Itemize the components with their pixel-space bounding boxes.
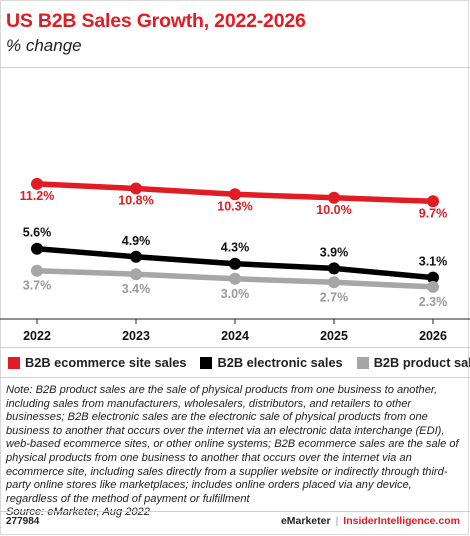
footer-brand: eMarketer | InsiderIntelligence.com: [281, 515, 460, 527]
source-text: Source: eMarketer, Aug 2022: [6, 506, 150, 519]
data-label-ecommerce-2025: 10.0%: [316, 203, 351, 217]
data-label-product-2026: 2.3%: [419, 295, 448, 309]
data-label-electronic-2025: 3.9%: [320, 245, 349, 259]
data-label-product-2023: 3.4%: [122, 282, 151, 296]
data-point-electronic-2023: [130, 250, 142, 263]
x-tick-label-2026: 2026: [419, 329, 447, 343]
data-point-ecommerce-2025: [328, 191, 340, 204]
line-chart: 11.2% 10.8% 10.3% 10.0% 9.7% 5.6% 4.9% 4.3% 3.9%…: [0, 177, 470, 343]
legend-swatch-product: [356, 356, 369, 369]
data-point-ecommerce-2024: [229, 188, 241, 201]
chart-subtitle: % change: [6, 36, 82, 55]
data-point-ecommerce-2022: [31, 177, 43, 190]
chart-title: US B2B Sales Growth, 2022-2026: [6, 10, 306, 32]
data-label-ecommerce-2022: 11.2%: [20, 189, 55, 203]
legend-label-electronic: B2B electronic sales: [217, 355, 343, 370]
data-point-electronic-2024: [229, 257, 241, 270]
legend-swatch-electronic: [200, 356, 213, 369]
brand-insiderintelligence: InsiderIntelligence.com: [343, 515, 460, 527]
legend-item-product: B2B product sales: [356, 355, 470, 370]
brand-emarketer: eMarketer: [280, 515, 331, 527]
data-point-ecommerce-2023: [130, 182, 142, 195]
data-point-ecommerce-2026: [427, 195, 439, 208]
data-label-ecommerce-2026: 9.7%: [419, 206, 448, 220]
data-point-electronic-2025: [328, 262, 340, 275]
data-label-product-2025: 2.7%: [320, 290, 349, 304]
legend-item-ecommerce: B2B ecommerce site sales: [8, 355, 186, 370]
data-label-electronic-2024: 4.3%: [221, 241, 250, 255]
x-tick-label-2022: 2022: [23, 329, 51, 343]
data-label-ecommerce-2024: 10.3%: [217, 199, 252, 213]
data-point-product-2025: [328, 276, 340, 289]
data-point-electronic-2026: [427, 271, 439, 284]
header-divider: [0, 67, 470, 68]
data-point-product-2023: [130, 268, 142, 281]
brand-separator: |: [335, 515, 339, 527]
x-tick-label-2025: 2025: [320, 329, 348, 343]
data-label-electronic-2023: 4.9%: [122, 234, 151, 248]
footer-divider: [0, 511, 470, 512]
data-point-product-2026: [427, 280, 439, 293]
data-point-electronic-2022: [31, 242, 43, 255]
legend-label-ecommerce: B2B ecommerce site sales: [25, 355, 187, 370]
legend-label-product: B2B product sales: [373, 355, 470, 370]
note-top-divider: [0, 377, 470, 378]
x-tick-label-2023: 2023: [122, 329, 150, 343]
data-label-product-2022: 3.7%: [23, 279, 52, 293]
legend-swatch-ecommerce: [8, 356, 20, 369]
data-label-product-2024: 3.0%: [221, 287, 250, 301]
data-label-electronic-2022: 5.6%: [23, 226, 52, 240]
data-point-product-2022: [31, 264, 43, 277]
chart-note: Note: B2B product sales are the sale of …: [6, 384, 466, 520]
note-text: Note: B2B product sales are the sale of …: [6, 384, 459, 505]
legend-top-divider: [0, 347, 470, 348]
x-tick-label-2024: 2024: [221, 329, 249, 343]
data-label-electronic-2026: 3.1%: [419, 255, 448, 269]
chart-legend: B2B ecommerce site sales B2B electronic …: [8, 355, 470, 370]
data-label-ecommerce-2023: 10.8%: [118, 194, 153, 208]
chart-id: 277984: [6, 516, 40, 527]
data-point-product-2024: [229, 272, 241, 285]
legend-item-electronic: B2B electronic sales: [200, 355, 343, 370]
